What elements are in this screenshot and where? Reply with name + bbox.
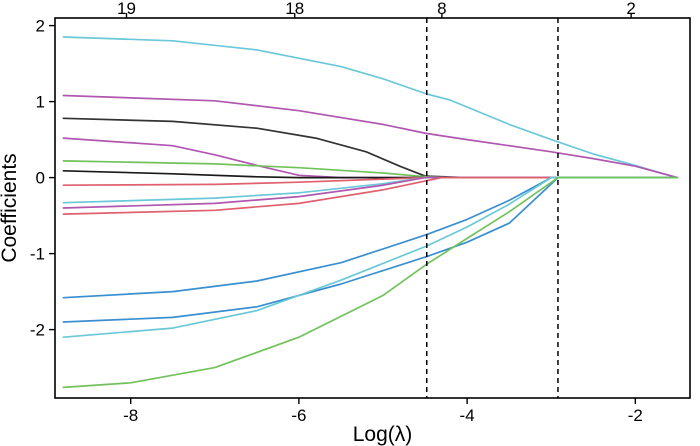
coefficient-line-7: [62, 176, 679, 187]
reference-lines: [425, 18, 559, 398]
top-tick-label: 19: [117, 0, 136, 18]
axis-ticks: -8 -6 -4 -2 19 18 8 2 2 1 0 -1 -2: [30, 0, 643, 425]
plot-frame: [54, 17, 691, 399]
coefficient-line-10: [62, 176, 679, 215]
y-axis-title: Coefficients: [0, 153, 21, 262]
x-tick-label: -6: [291, 406, 306, 425]
y-tick-label: -1: [30, 245, 45, 264]
coefficient-lines: [62, 36, 679, 389]
y-tick-label: 1: [36, 93, 45, 112]
y-tick-label: -2: [30, 321, 45, 340]
x-tick-label: -2: [628, 406, 643, 425]
coefficient-line-8: [62, 176, 679, 204]
coefficient-line-5: [62, 160, 679, 179]
x-tick-label: -8: [123, 406, 138, 425]
top-tick-label: 18: [285, 0, 304, 18]
top-tick-label: 8: [437, 0, 446, 18]
coefficient-line-13: [62, 176, 679, 339]
top-tick-label: 2: [626, 0, 635, 18]
y-tick-label: 0: [36, 169, 45, 188]
coefficient-line-11: [62, 176, 679, 299]
coefficient-line-9: [62, 176, 679, 209]
coefficient-line-2: [62, 94, 679, 179]
x-tick-label: -4: [460, 406, 475, 425]
x-axis-title: Log(λ): [353, 423, 413, 446]
y-tick-label: 2: [36, 17, 45, 36]
coefficient-line-3: [62, 117, 679, 179]
coefficient-line-14: [62, 176, 679, 389]
plot-border: [54, 17, 691, 399]
